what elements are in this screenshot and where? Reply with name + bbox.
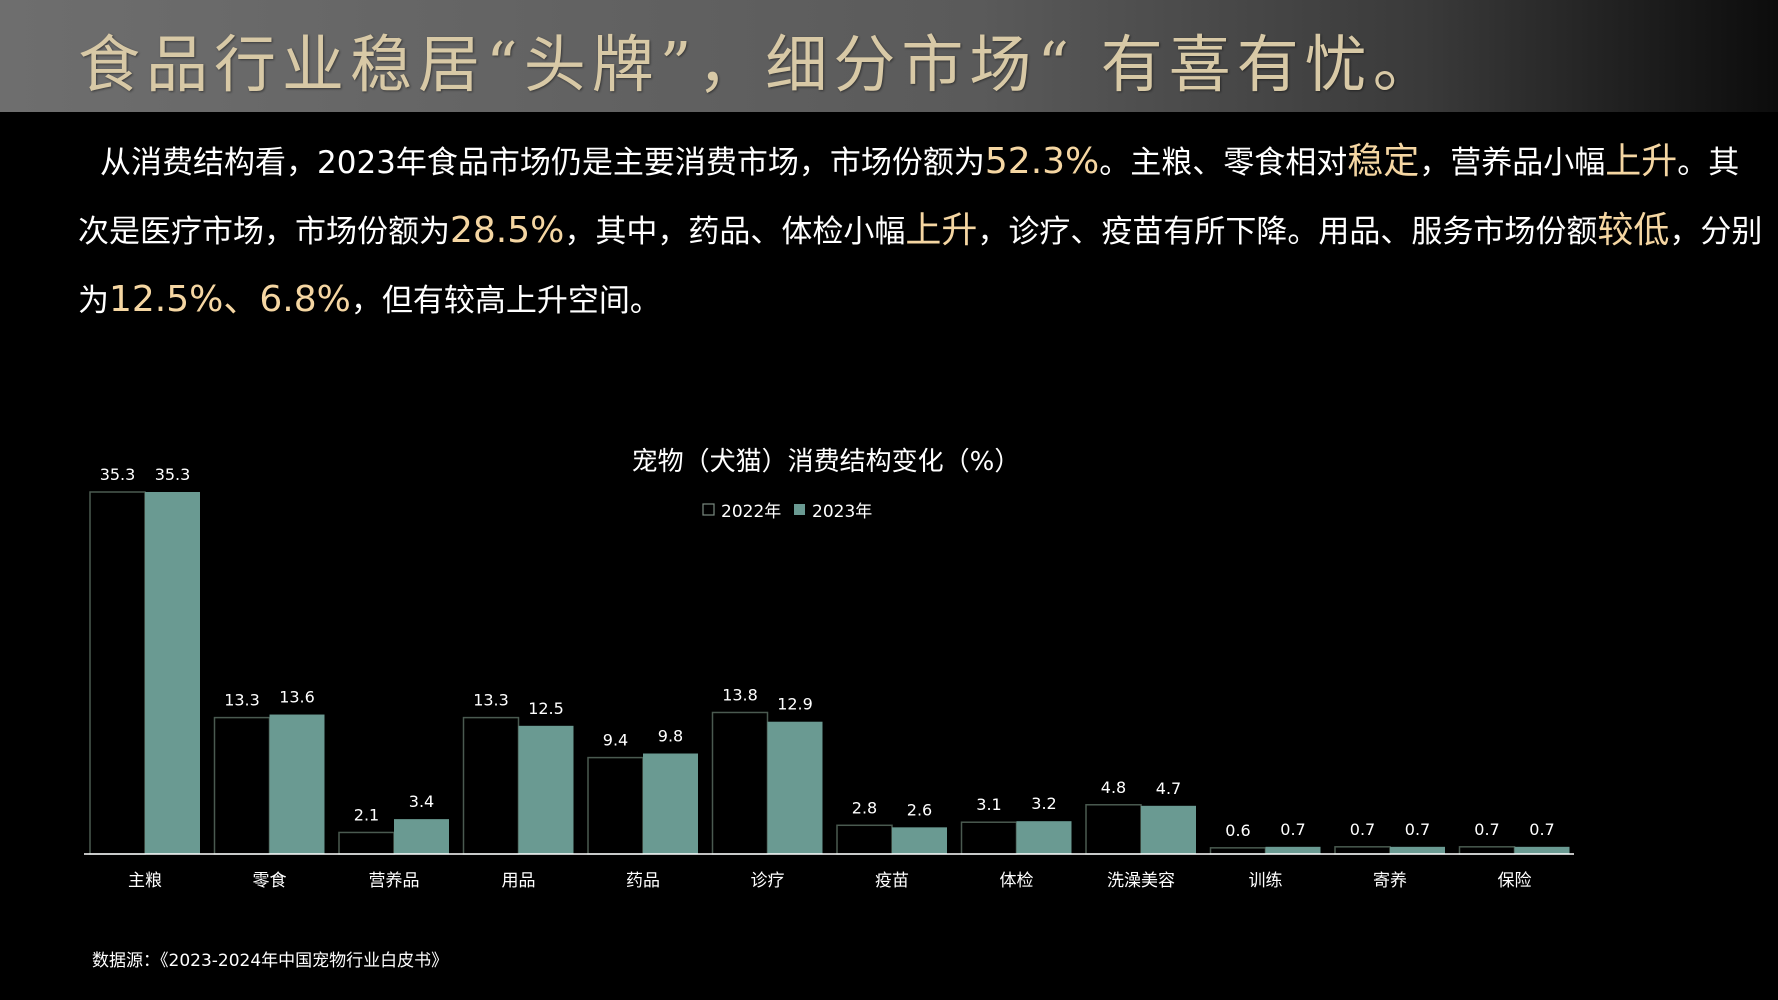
data-label: 3.1: [976, 795, 1001, 814]
data-label: 9.8: [658, 727, 683, 746]
data-label: 4.8: [1101, 778, 1126, 797]
data-label: 3.2: [1031, 794, 1056, 813]
bar-2022年-疫苗: [836, 824, 893, 855]
data-label: 13.8: [722, 685, 758, 704]
data-label: 13.6: [279, 688, 315, 707]
bar-2023年-洗澡美容: [1141, 805, 1196, 854]
bar-2023年-主粮: [145, 492, 200, 854]
bar-2023年-诊疗: [767, 721, 823, 854]
data-label: 2.6: [907, 800, 932, 819]
summary-text: ，其中，药品、体检小幅: [564, 214, 906, 250]
summary-highlight: 12.5%、6.8%: [109, 279, 351, 320]
summary-highlight: 上升: [1605, 141, 1678, 182]
data-label: 0.7: [1405, 820, 1430, 839]
data-label: 0.7: [1280, 820, 1305, 839]
x-tick-label: 诊疗: [751, 871, 785, 891]
bar-2023年-保险: [1514, 846, 1570, 854]
x-tick-label: 寄养: [1373, 871, 1407, 891]
legend-label-2023: 2023年: [812, 502, 872, 522]
summary-text: ，分别为: [78, 214, 1763, 319]
summary-text: ，营养品小幅: [1419, 145, 1606, 181]
x-tick-label: 营养品: [369, 871, 420, 891]
legend-swatch-2023: [794, 504, 805, 515]
bar-2022年-营养品: [338, 831, 395, 855]
legend-label-2022: 2022年: [721, 502, 781, 522]
bar-2023年-体检: [1016, 821, 1072, 854]
bar-2022年-体检: [960, 821, 1018, 855]
bar-2023年-零食: [269, 714, 325, 854]
data-label: 2.1: [354, 805, 379, 824]
chart-title: 宠物（犬猫）消费结构变化（%）: [632, 447, 1021, 477]
summary-text: ，但有较高上升空间。: [350, 283, 661, 319]
x-tick-label: 零食: [253, 871, 287, 891]
bar-2022年-训练: [1209, 847, 1267, 855]
data-label: 0.7: [1350, 820, 1375, 839]
summary-text: 。其次是医疗市场，市场份额为: [78, 145, 1740, 250]
summary-highlight: 28.5%: [450, 210, 565, 251]
data-label: 13.3: [473, 691, 509, 710]
x-tick-label: 训练: [1249, 871, 1283, 891]
x-tick-label: 保险: [1498, 871, 1532, 891]
data-label: 0.7: [1474, 820, 1499, 839]
bar-2022年-零食: [213, 716, 271, 855]
data-label: 12.9: [777, 695, 813, 714]
data-label: 9.4: [603, 731, 628, 750]
bar-2023年-营养品: [394, 819, 449, 854]
x-tick-label: 药品: [626, 871, 660, 891]
data-label: 4.7: [1156, 779, 1181, 798]
bar-2023年-药品: [643, 753, 698, 854]
bar-2022年-主粮: [89, 491, 146, 855]
title-banner: 食品行业稳居“头牌”，细分市场“ 有喜有忧。: [0, 0, 1778, 112]
bar-2022年-药品: [587, 756, 644, 855]
bar-group: 35.3 35.3 主粮 13.3 13.6 零食 2.1 3.4 营养品 13.3 12.5 用品 9…: [89, 465, 1570, 891]
summary-text: 。主粮、零食相对: [1099, 145, 1348, 181]
bar-2023年-训练: [1265, 846, 1321, 854]
summary-highlight: 较低: [1597, 210, 1670, 251]
data-label: 3.4: [409, 792, 434, 811]
summary-text: ，诊疗、疫苗有所下降。用品、服务市场份额: [977, 214, 1598, 250]
bar-2022年-寄养: [1334, 846, 1391, 855]
data-label: 35.3: [100, 465, 136, 484]
bar-2022年-洗澡美容: [1085, 804, 1142, 855]
x-tick-label: 主粮: [128, 871, 162, 891]
chart-legend: 2022年 2023年: [702, 502, 872, 522]
x-tick-label: 疫苗: [875, 871, 909, 891]
x-tick-label: 用品: [502, 871, 536, 891]
bar-2022年-保险: [1458, 846, 1516, 855]
bar-2023年-疫苗: [892, 827, 947, 854]
bar-2022年-诊疗: [711, 711, 769, 855]
x-tick-label: 洗澡美容: [1107, 871, 1175, 891]
bar-2023年-用品: [518, 725, 574, 854]
consumption-structure-chart: 宠物（犬猫）消费结构变化（%） 2022年 2023年 35.3 35.3 主粮 13…: [84, 447, 1574, 891]
legend-swatch-2022: [702, 503, 715, 516]
data-label: 0.6: [1225, 821, 1250, 840]
page-title: 食品行业稳居“头牌”，细分市场“ 有喜有忧。: [78, 28, 1441, 101]
summary-highlight: 上升: [905, 210, 978, 251]
summary-highlight: 稳定: [1347, 141, 1420, 182]
data-label: 35.3: [155, 465, 191, 484]
data-label: 13.3: [224, 691, 260, 710]
bar-2023年-寄养: [1390, 846, 1445, 854]
data-label: 2.8: [852, 798, 877, 817]
data-label: 12.5: [528, 699, 564, 718]
x-tick-label: 体检: [1000, 871, 1034, 891]
source-note: 数据源：《2023-2024年中国宠物行业白皮书》: [92, 951, 449, 971]
summary-text: 从消费结构看，2023年食品市场仍是主要消费市场，市场份额为: [100, 145, 985, 181]
data-label: 0.7: [1529, 820, 1554, 839]
bar-2022年-用品: [462, 716, 520, 855]
summary-highlight: 52.3%: [984, 141, 1100, 182]
summary-paragraph: 从消费结构看，2023年食品市场仍是主要消费市场，市场份额为52.3%。主粮、零…: [78, 128, 1768, 335]
